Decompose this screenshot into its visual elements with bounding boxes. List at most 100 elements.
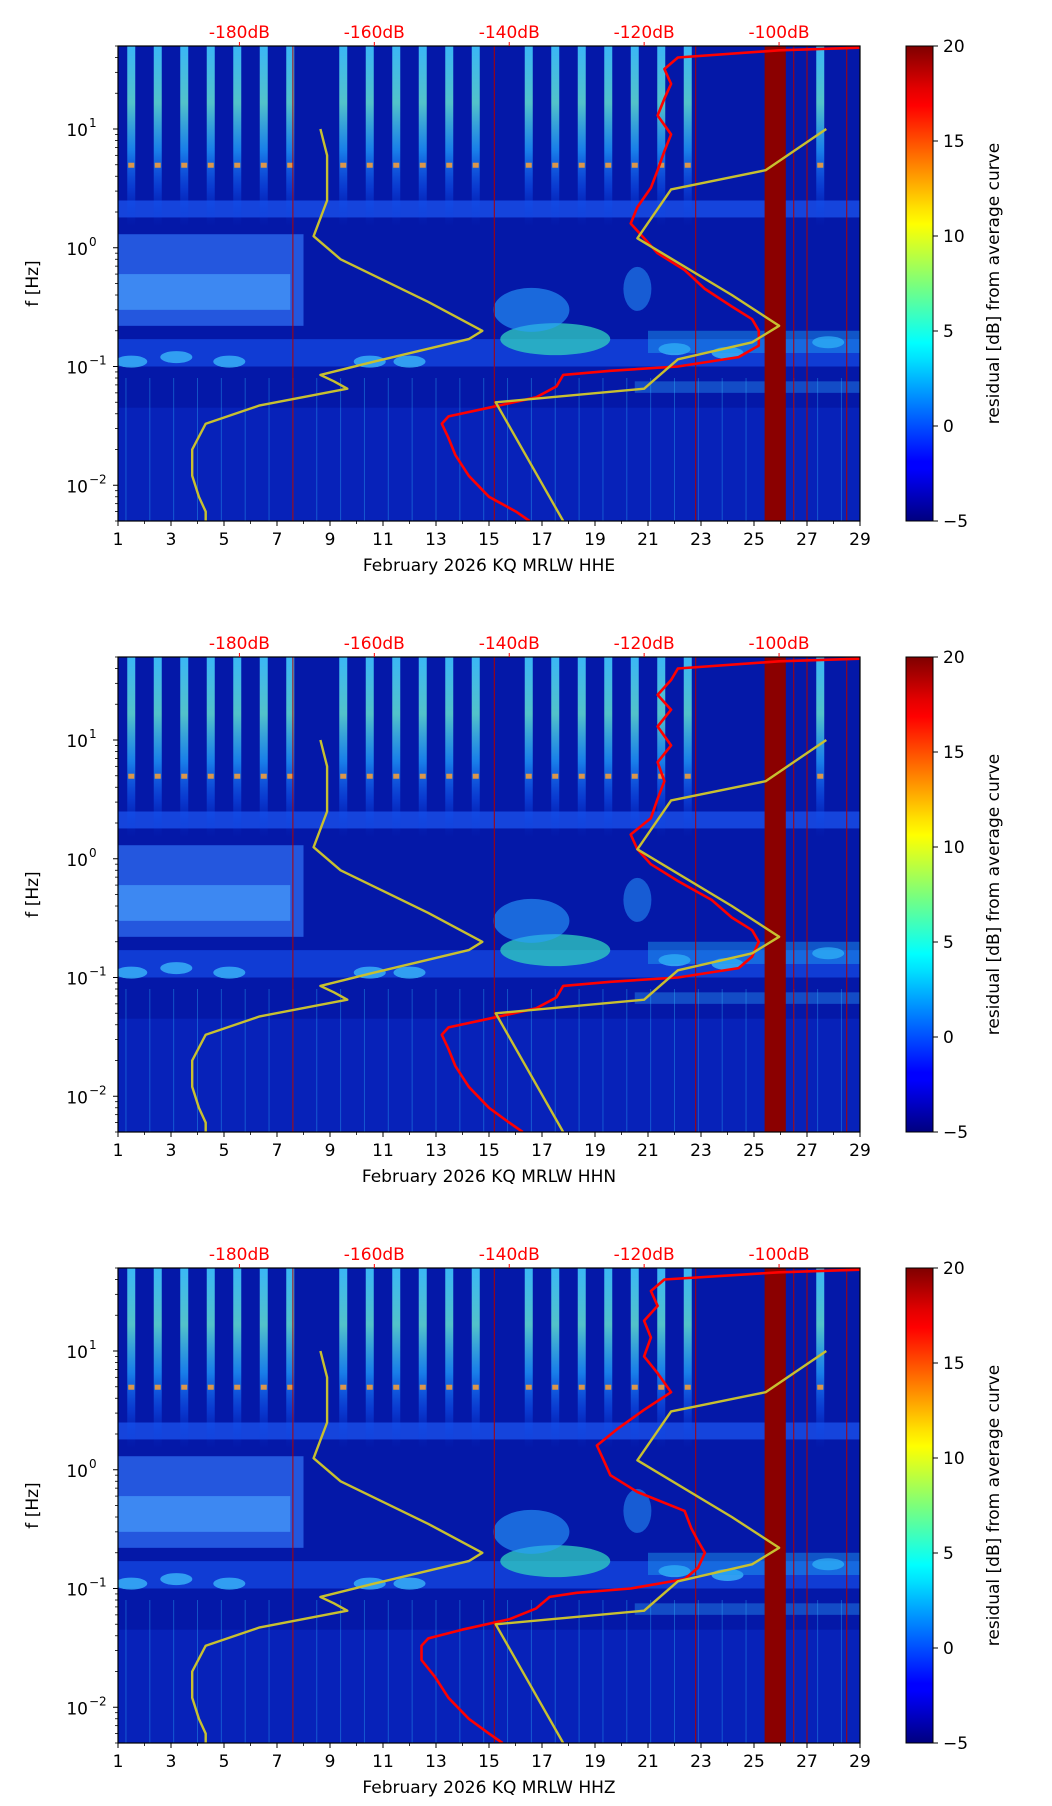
heatmap-day-column bbox=[631, 1268, 639, 1743]
heatmap-day-column bbox=[233, 46, 241, 521]
heatmap-day-column bbox=[207, 46, 215, 521]
heatmap-day-hotspot bbox=[208, 774, 214, 779]
y-tick-label: 10 bbox=[66, 1699, 88, 1719]
heatmap-day-hotspot bbox=[420, 774, 426, 779]
x-tick-label: 19 bbox=[584, 1141, 606, 1161]
colorbar-tick-label: 10 bbox=[943, 227, 965, 247]
x-tick-label: 5 bbox=[219, 1752, 230, 1772]
top-db-label: -120dB bbox=[614, 634, 675, 654]
heatmap-band-lowfreq bbox=[118, 1630, 860, 1743]
x-tick-label: 7 bbox=[272, 530, 283, 550]
heatmap-day-hotspot bbox=[181, 163, 187, 168]
heatmap-day-column bbox=[392, 1268, 400, 1743]
colorbar-tick-label: 20 bbox=[943, 37, 965, 57]
heatmap-day-hotspot bbox=[340, 1385, 346, 1390]
top-db-label: -180dB bbox=[209, 1245, 270, 1265]
x-tick-label: 3 bbox=[166, 1141, 177, 1161]
heatmap-day-column bbox=[604, 1268, 612, 1743]
top-db-label: -140dB bbox=[479, 23, 540, 43]
heatmap-day-hotspot bbox=[234, 1385, 240, 1390]
heatmap-day-column bbox=[472, 657, 480, 1132]
x-tick-label: 13 bbox=[425, 1752, 447, 1772]
heatmap-day-hotspot bbox=[367, 1385, 373, 1390]
x-axis-label: February 2026 KQ MRLW HHN bbox=[362, 1167, 616, 1187]
heatmap-day-column bbox=[260, 46, 268, 521]
top-db-label: -120dB bbox=[614, 1245, 675, 1265]
heatmap-day-hotspot bbox=[817, 774, 823, 779]
heatmap-day-hotspot bbox=[632, 163, 638, 168]
heatmap-band-2hz bbox=[118, 1422, 860, 1439]
heatmap-day-hotspot bbox=[579, 774, 585, 779]
plot-area bbox=[115, 46, 914, 521]
x-tick-label: 23 bbox=[690, 1752, 712, 1772]
y-tick-label: 10 bbox=[66, 1088, 88, 1108]
heatmap-day-hotspot bbox=[287, 1385, 293, 1390]
x-tick-label: 19 bbox=[584, 1752, 606, 1772]
heatmap-day-column bbox=[392, 657, 400, 1132]
heatmap-day-hotspot bbox=[181, 774, 187, 779]
top-db-label: -160dB bbox=[344, 634, 405, 654]
colorbar-tick-label: −5 bbox=[943, 512, 968, 532]
heatmap-band-2hz bbox=[118, 200, 860, 217]
y-tick-label: 10 bbox=[66, 477, 88, 497]
top-db-label: -120dB bbox=[614, 23, 675, 43]
heatmap-day-hotspot bbox=[526, 1385, 532, 1390]
colorbar-label: residual [dB] from average curve bbox=[984, 754, 1004, 1035]
heatmap-day-column bbox=[684, 657, 692, 1132]
heatmap-band-lowfreq bbox=[118, 408, 860, 521]
x-tick-label: 3 bbox=[166, 1752, 177, 1772]
x-tick-label: 13 bbox=[425, 530, 447, 550]
x-tick-label: 27 bbox=[796, 530, 818, 550]
x-tick-label: 1 bbox=[113, 1752, 124, 1772]
heatmap-day-column bbox=[180, 657, 188, 1132]
heatmap-day-column bbox=[419, 657, 427, 1132]
colorbar-tick-label: −5 bbox=[943, 1734, 968, 1754]
heatmap-day-hotspot bbox=[579, 1385, 585, 1390]
top-db-label: -100dB bbox=[749, 23, 810, 43]
heatmap-day-hotspot bbox=[446, 163, 452, 168]
heatmap-day-column bbox=[127, 1268, 135, 1743]
heatmap-day-column bbox=[631, 657, 639, 1132]
x-tick-label: 25 bbox=[743, 1752, 765, 1772]
heatmap-day-hotspot bbox=[393, 774, 399, 779]
heatmap-day-hotspot bbox=[340, 774, 346, 779]
x-tick-label: 11 bbox=[372, 1752, 394, 1772]
x-tick-label: 23 bbox=[690, 1141, 712, 1161]
heatmap-day-hotspot bbox=[552, 774, 558, 779]
heatmap-day-hotspot bbox=[393, 163, 399, 168]
x-tick-label: 11 bbox=[372, 1141, 394, 1161]
colorbar-tick-label: 5 bbox=[943, 933, 954, 953]
x-tick-label: 21 bbox=[637, 1141, 659, 1161]
y-tick-label: 10 bbox=[66, 121, 88, 141]
heatmap-day-hotspot bbox=[208, 1385, 214, 1390]
x-tick-label: 15 bbox=[478, 1752, 500, 1772]
top-db-label: -160dB bbox=[344, 23, 405, 43]
x-tick-label: 19 bbox=[584, 530, 606, 550]
heatmap-band-late-low bbox=[635, 1603, 860, 1615]
x-tick-label: 15 bbox=[478, 1141, 500, 1161]
heatmap-day-column bbox=[366, 657, 374, 1132]
heatmap-day-column bbox=[233, 657, 241, 1132]
heatmap-day-column bbox=[366, 46, 374, 521]
x-tick-label: 17 bbox=[531, 1752, 553, 1772]
heatmap-day-hotspot bbox=[817, 1385, 823, 1390]
heatmap-day-hotspot bbox=[287, 163, 293, 168]
heatmap-day-hotspot bbox=[420, 1385, 426, 1390]
heatmap-day-hotspot bbox=[579, 163, 585, 168]
heatmap-day-hotspot bbox=[261, 163, 267, 168]
heatmap-day-hotspot bbox=[234, 774, 240, 779]
heatmap-day-column bbox=[233, 1268, 241, 1743]
y-tick-label-exponent: 1 bbox=[89, 727, 97, 741]
heatmap-band-2hz bbox=[118, 811, 860, 828]
colorbar-tick-label: 0 bbox=[943, 417, 954, 437]
heatmap-day-column bbox=[207, 1268, 215, 1743]
x-tick-label: 7 bbox=[272, 1752, 283, 1772]
heatmap-day-column bbox=[127, 657, 135, 1132]
colorbar-tick-label: 0 bbox=[943, 1028, 954, 1048]
top-db-label: -180dB bbox=[209, 23, 270, 43]
heatmap-day-hotspot bbox=[605, 1385, 611, 1390]
colorbar-tick-label: 15 bbox=[943, 132, 965, 152]
top-db-label: -140dB bbox=[479, 634, 540, 654]
y-tick-label: 10 bbox=[66, 240, 88, 260]
x-tick-label: 29 bbox=[849, 530, 871, 550]
